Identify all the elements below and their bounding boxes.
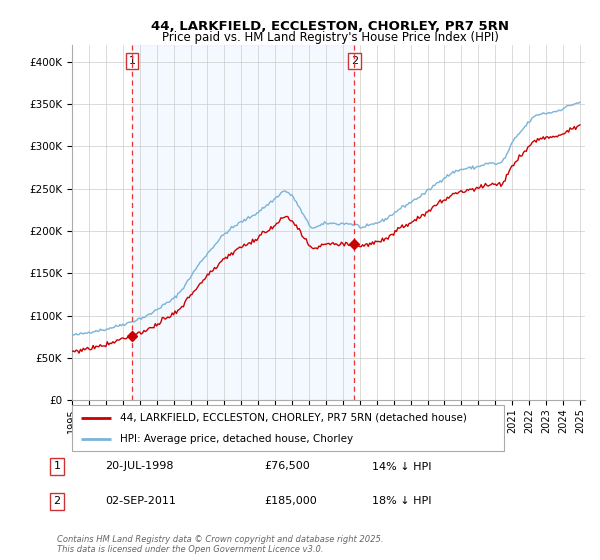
- Text: 14% ↓ HPI: 14% ↓ HPI: [372, 461, 431, 472]
- Text: Price paid vs. HM Land Registry's House Price Index (HPI): Price paid vs. HM Land Registry's House …: [161, 31, 499, 44]
- Text: 18% ↓ HPI: 18% ↓ HPI: [372, 496, 431, 506]
- Text: 44, LARKFIELD, ECCLESTON, CHORLEY, PR7 5RN (detached house): 44, LARKFIELD, ECCLESTON, CHORLEY, PR7 5…: [119, 413, 466, 423]
- Text: 44, LARKFIELD, ECCLESTON, CHORLEY, PR7 5RN: 44, LARKFIELD, ECCLESTON, CHORLEY, PR7 5…: [151, 20, 509, 32]
- Text: 1: 1: [53, 461, 61, 472]
- Text: 20-JUL-1998: 20-JUL-1998: [105, 461, 173, 472]
- Text: £185,000: £185,000: [264, 496, 317, 506]
- FancyBboxPatch shape: [72, 405, 504, 451]
- Bar: [132, 45, 354, 400]
- Text: HPI: Average price, detached house, Chorley: HPI: Average price, detached house, Chor…: [119, 435, 353, 444]
- Text: 2: 2: [53, 496, 61, 506]
- Text: £76,500: £76,500: [264, 461, 310, 472]
- Text: 1: 1: [128, 56, 136, 66]
- Text: 2: 2: [350, 56, 358, 66]
- Text: Contains HM Land Registry data © Crown copyright and database right 2025.
This d: Contains HM Land Registry data © Crown c…: [57, 535, 383, 554]
- Text: 02-SEP-2011: 02-SEP-2011: [105, 496, 176, 506]
